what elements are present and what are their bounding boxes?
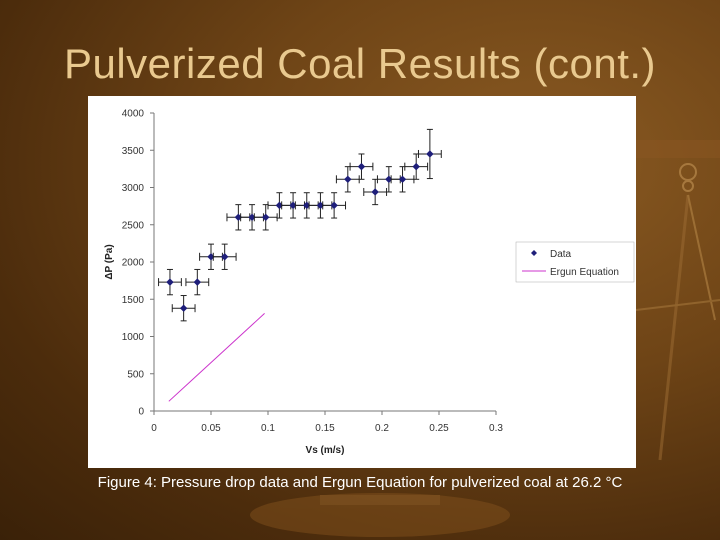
data-point-marker (426, 150, 434, 158)
data-point-marker (330, 201, 338, 210)
y-tick-label: 3500 (122, 146, 145, 157)
scale-chain (635, 299, 720, 311)
data-point-group (322, 192, 347, 219)
data-point-marker (398, 175, 407, 184)
data-point-group (158, 268, 182, 296)
scale-chain (687, 194, 716, 321)
data-point-group (335, 166, 360, 193)
scale-base (320, 495, 440, 505)
legend-marker-data (531, 250, 537, 256)
legend-box (515, 241, 635, 283)
data-point-group (185, 268, 210, 296)
data-point-marker (220, 253, 229, 261)
chart-axes: 0 500 1000 1500 2000 2500 3000 3500 4000 0 0.05 0.1… (104, 109, 503, 457)
data-point-group (349, 153, 374, 180)
y-axis-title: ΔP (Pa) (104, 244, 115, 279)
data-point-marker (344, 175, 352, 184)
y-tick-label: 3000 (122, 183, 145, 194)
x-tick-label: 0.1 (261, 423, 275, 434)
data-point-marker (357, 162, 366, 171)
pressure-drop-chart: 0 500 1000 1500 2000 2500 3000 3500 4000 0 0.05 0.1… (104, 109, 635, 457)
y-tick-label: 500 (127, 369, 144, 380)
ergun-line (168, 313, 265, 402)
legend-label-data: Data (550, 249, 572, 260)
legend-label-ergun: Ergun Equation (550, 267, 619, 278)
figure-caption: Figure 4: Pressure drop data and Ergun E… (97, 474, 623, 491)
data-point-group (363, 178, 388, 206)
data-point-marker (193, 278, 202, 286)
x-tick-label: 0.3 (489, 423, 503, 434)
x-tick-label: 0 (151, 423, 157, 434)
data-point-marker (166, 278, 174, 286)
chart-legend: Data Ergun Equation (515, 241, 635, 283)
data-series (158, 128, 442, 322)
y-tick-label: 2000 (122, 258, 145, 269)
scale-beam (636, 140, 720, 158)
y-tick-label: 1000 (122, 332, 145, 343)
data-point-marker (179, 304, 188, 312)
scale-ring (682, 180, 694, 192)
x-tick-label: 0.25 (429, 423, 449, 434)
chart-panel: 0 500 1000 1500 2000 2500 3000 3500 4000 0 0.05 0.1… (88, 96, 636, 468)
y-tick-label: 4000 (122, 109, 145, 120)
y-tick-label: 0 (138, 407, 144, 418)
scale-post (658, 194, 690, 461)
data-point-marker (262, 213, 270, 222)
scale-pan (250, 493, 510, 537)
scale-ring (679, 163, 697, 181)
data-point-group (253, 204, 278, 231)
x-tick-label: 0.05 (201, 423, 221, 434)
data-point-group (417, 128, 442, 180)
data-point-group (171, 295, 196, 322)
x-axis-title: Vs (m/s) (306, 445, 345, 456)
data-point-group (404, 153, 429, 180)
x-tick-label: 0.2 (375, 423, 389, 434)
data-point-group (212, 243, 237, 270)
x-tick-label: 0.15 (315, 423, 335, 434)
ergun-equation-series (168, 313, 265, 402)
data-point-group (390, 166, 415, 193)
y-tick-label: 2500 (122, 220, 145, 231)
data-point-marker (371, 188, 379, 196)
data-point-marker (412, 162, 420, 171)
y-tick-label: 1500 (122, 295, 145, 306)
slide-title: Pulverized Coal Results (cont.) (63, 40, 657, 87)
